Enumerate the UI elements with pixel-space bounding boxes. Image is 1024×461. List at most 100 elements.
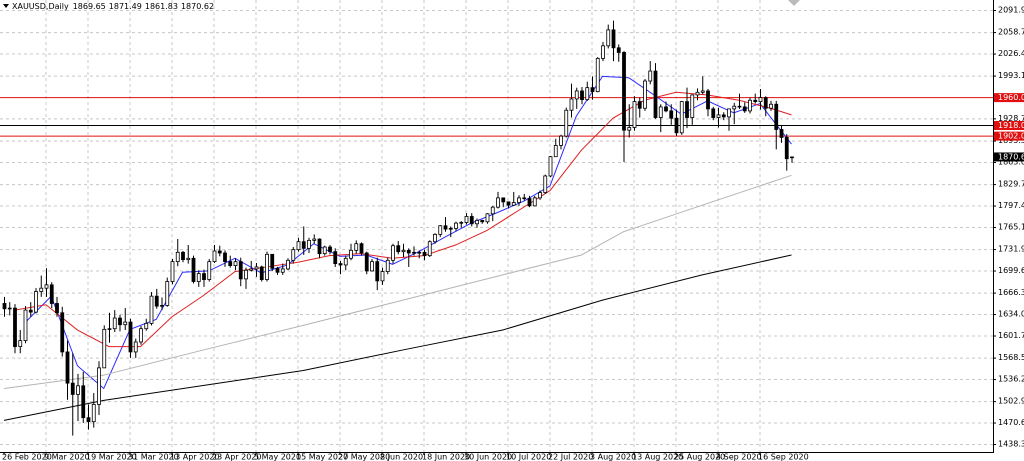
candle-body <box>160 305 164 307</box>
candle-body <box>286 259 290 270</box>
candle-body <box>375 261 380 282</box>
candle-body <box>212 250 217 263</box>
level-label: 1918.00 <box>998 121 1024 130</box>
y-tick-label: 1731.90 <box>998 245 1024 254</box>
candle-body <box>270 253 275 269</box>
candle-body <box>128 321 133 353</box>
candle-body <box>433 233 437 243</box>
candle-body <box>585 87 590 101</box>
candle-body <box>711 108 716 118</box>
candle-body <box>538 192 542 199</box>
candle-body <box>406 249 411 254</box>
candle-body <box>695 91 700 96</box>
candle-body <box>55 303 59 314</box>
candle-body <box>249 268 254 271</box>
candle-body <box>737 105 742 108</box>
x-tick-label: 23 Apr 2020 <box>212 453 261 461</box>
candle-body <box>34 291 38 313</box>
candle-body <box>312 238 317 241</box>
candle-body <box>401 249 406 253</box>
candle-body <box>133 341 138 353</box>
candle-body <box>606 29 611 47</box>
candle-body <box>685 101 689 118</box>
x-tick-label: 4 Sep 2020 <box>716 453 762 461</box>
candle-body <box>501 197 506 203</box>
candle-body <box>107 328 112 330</box>
menu-arrow[interactable] <box>3 4 9 8</box>
x-tick-label: 5 May 2020 <box>254 453 301 461</box>
x-tick-label: 18 Jun 2020 <box>422 453 470 461</box>
x-tick-label: 9 Mar 2020 <box>44 453 90 461</box>
y-tick-label: 1863.00 <box>998 158 1024 167</box>
candle-body <box>448 228 453 230</box>
x-tick-label: 25 Aug 2020 <box>674 453 725 461</box>
level-label-bg <box>994 93 1024 103</box>
candle-body <box>601 45 605 59</box>
candle-body <box>202 273 206 280</box>
candle-body <box>49 284 54 304</box>
y-tick-label: 1502.95 <box>998 397 1024 406</box>
candle-body <box>553 145 558 158</box>
candle-body <box>217 250 222 254</box>
candle-body <box>475 220 479 225</box>
candle-body <box>522 197 527 200</box>
candle-body <box>259 266 264 280</box>
candle-body <box>149 295 154 324</box>
candle-body <box>627 127 632 131</box>
candle-body <box>669 110 674 119</box>
candle-body <box>154 295 159 307</box>
candle-body <box>112 317 117 330</box>
candle-body <box>191 257 196 282</box>
y-tick-label: 2058.70 <box>998 28 1024 37</box>
candle-body <box>742 106 747 112</box>
candle-body <box>543 175 548 193</box>
candle-body <box>564 109 569 137</box>
candle-body <box>648 70 653 82</box>
candle-body <box>91 403 96 423</box>
candle-body <box>532 197 537 207</box>
x-tick-label: 13 Aug 2020 <box>632 453 683 461</box>
x-tick-label: 10 Jul 2020 <box>506 453 551 461</box>
candle-body <box>370 261 374 272</box>
candle-body <box>690 94 695 118</box>
candle-body <box>144 322 149 330</box>
candle-body <box>76 385 80 395</box>
candle-body <box>70 382 75 395</box>
candle-body <box>679 101 684 134</box>
candle-body <box>364 252 369 272</box>
candle-body <box>527 198 532 207</box>
candle-body <box>758 97 763 102</box>
candle-body <box>207 261 212 280</box>
x-tick-label: 16 Sep 2020 <box>758 453 809 461</box>
candle-body <box>23 309 28 342</box>
candle-body <box>574 90 579 100</box>
candle-body <box>165 281 170 306</box>
y-tick-label: 1601.75 <box>998 331 1024 340</box>
plot-area <box>0 0 993 452</box>
candle-body <box>454 222 458 229</box>
candle-body <box>769 103 773 109</box>
candle-body <box>779 129 784 138</box>
candle-body <box>186 257 191 261</box>
candle-body <box>464 216 469 223</box>
candle-body <box>632 101 637 128</box>
candle-body <box>580 90 584 101</box>
y-tick-label: 1829.75 <box>998 180 1024 189</box>
candle-body <box>784 137 789 160</box>
level-label-bg <box>994 121 1024 131</box>
candle-body <box>86 417 91 423</box>
y-tick-label: 1634.05 <box>998 310 1024 319</box>
candle-body <box>595 58 600 93</box>
candle-body <box>223 252 227 263</box>
level-label: 1902.00 <box>998 132 1024 141</box>
candle-body <box>301 241 306 249</box>
y-tick-label: 1536.20 <box>998 375 1024 384</box>
candle-body <box>343 257 348 266</box>
x-tick-label: 3 Aug 2020 <box>590 453 636 461</box>
shift-marker <box>788 0 800 6</box>
moving-average <box>3 254 792 421</box>
header-close: 1870.62 <box>181 2 214 11</box>
candle-body <box>674 117 679 134</box>
candle-body <box>611 29 616 49</box>
x-tick-label: 22 Jul 2020 <box>548 453 593 461</box>
